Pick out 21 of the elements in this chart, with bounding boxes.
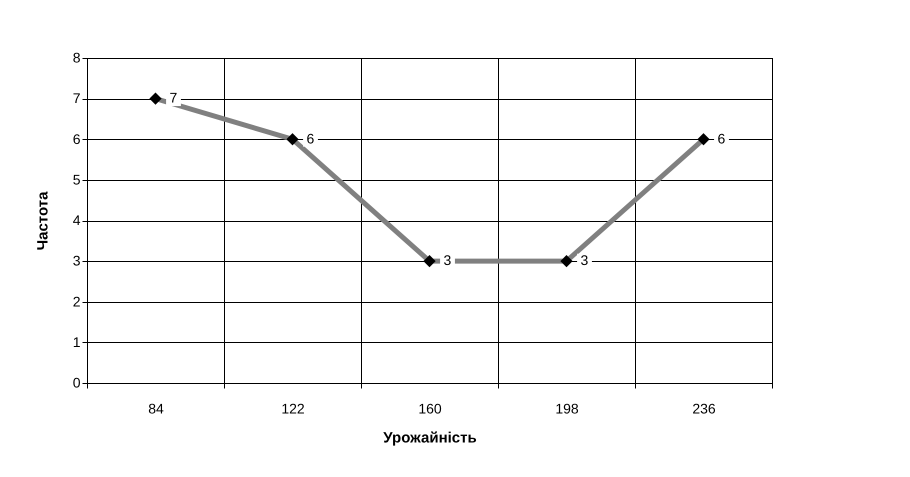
y-tick-label: 7: [72, 90, 81, 106]
y-tick-label: 5: [72, 171, 81, 188]
y-tick-label: 6: [72, 130, 81, 147]
y-tick-label: 4: [72, 212, 81, 228]
x-tick-label: 236: [692, 400, 716, 416]
data-label: 7: [170, 90, 178, 106]
y-axis-title: Частота: [34, 190, 52, 250]
y-tick-label: 2: [72, 293, 81, 310]
data-label: 6: [306, 130, 314, 146]
y-tick-label: 0: [72, 374, 81, 390]
data-label: 3: [444, 252, 452, 268]
y-tick-label: 1: [72, 334, 81, 350]
y-tick-label: 3: [72, 252, 81, 269]
x-tick-label: 122: [281, 400, 305, 416]
x-axis-title: Урожайність: [383, 430, 477, 446]
x-tick-label: 84: [148, 400, 164, 416]
data-label: 6: [718, 130, 726, 146]
y-tick-label: 8: [72, 50, 81, 66]
data-label: 3: [580, 252, 588, 268]
x-tick-label: 160: [418, 400, 442, 416]
x-tick-label: 198: [555, 400, 579, 416]
